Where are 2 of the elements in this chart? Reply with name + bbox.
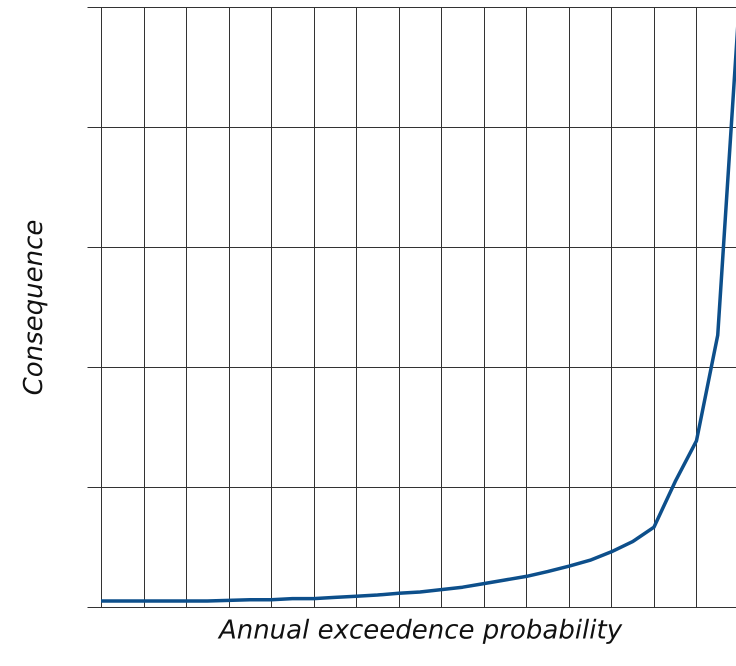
x-axis-title: Annual exceedence probability xyxy=(216,616,623,646)
y-axis-title: Consequence xyxy=(19,220,49,396)
